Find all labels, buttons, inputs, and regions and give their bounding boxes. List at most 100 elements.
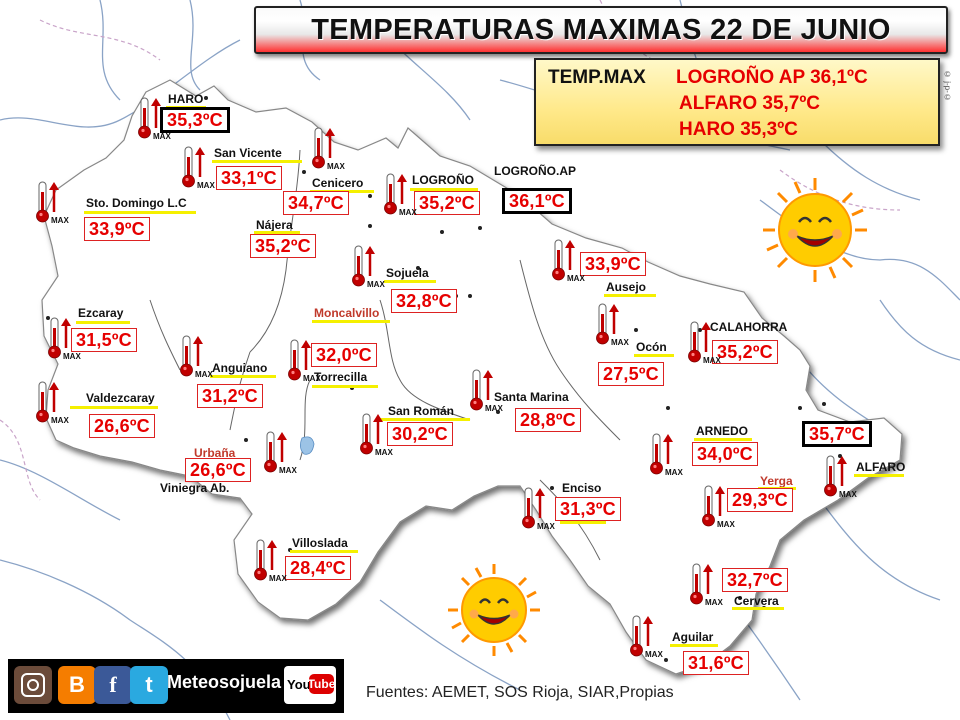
thermometer-max-label: MAX — [665, 468, 683, 477]
max-summary-prefix: TEMP.MAX — [548, 67, 646, 88]
thermometer-icon: MAX — [312, 126, 345, 171]
copyright: © j-p-© — [943, 70, 952, 102]
thermometer-icon: MAX — [596, 302, 629, 347]
station-name-alfaro: ALFARO — [856, 460, 906, 474]
thermometer-max-label: MAX — [839, 490, 857, 499]
station-underline — [378, 418, 470, 421]
station-temp-anguiano: 31,2ºC — [197, 384, 263, 408]
station-underline — [670, 644, 718, 647]
social-bar: B f t Meteosojuela You Tube — [8, 659, 344, 713]
youtube-label-tube: Tube — [308, 674, 335, 694]
thermometer-max-label: MAX — [51, 416, 69, 425]
thermometer-icon: MAX — [254, 538, 287, 583]
station-temp-valdezcaray: 26,6ºC — [89, 414, 155, 438]
station-temp-san-roman: 30,2ºC — [387, 422, 453, 446]
station-name-villoslada: Villoslada — [292, 536, 348, 550]
station-underline — [84, 211, 196, 214]
station-temp-sto-domingo: 33,9ºC — [84, 217, 150, 241]
station-temp-najera: 35,2ºC — [250, 234, 316, 258]
thermometer-icon: MAX — [824, 454, 857, 499]
station-underline — [76, 321, 130, 324]
station-temp-logrono-ap: 36,1ºC — [502, 188, 572, 214]
station-name-moncalvillo: Moncalvillo — [314, 306, 380, 320]
station-name-torrecilla: Torrecilla — [314, 370, 368, 384]
thermometer-max-label: MAX — [279, 466, 297, 475]
thermometer-max-label: MAX — [197, 181, 215, 190]
station-name-urbana: Urbaña — [194, 446, 236, 460]
thermometer-icon: MAX — [522, 486, 555, 531]
station-underline — [212, 160, 302, 163]
sun-rays — [763, 178, 867, 282]
station-name-sojuela: Sojuela — [386, 266, 429, 280]
station-underline — [854, 474, 904, 477]
station-underline — [384, 280, 436, 283]
thermometer-icon: MAX — [48, 316, 81, 361]
station-name-anguiano: Anguiano — [212, 361, 268, 375]
thermometer-max-label: MAX — [705, 598, 723, 607]
station-underline — [604, 294, 656, 297]
lake — [300, 436, 315, 455]
max-summary-line-1: LOGROÑO AP 36,1ºC — [676, 67, 868, 88]
station-name-enciso: Enciso — [562, 481, 602, 495]
station-temp-logrono: 35,2ºC — [414, 191, 480, 215]
thermometer-icon: MAX — [138, 96, 171, 141]
station-name-aguilar: Aguilar — [672, 630, 714, 644]
thermometer-icon: MAX — [36, 380, 69, 425]
station-temp-ausejo: 33,9ºC — [580, 252, 646, 276]
station-temp-alfaro: 35,7ºC — [802, 421, 872, 447]
station-temp-yerga: 29,3ºC — [727, 488, 793, 512]
thermometer-max-label: MAX — [537, 522, 555, 531]
thermometer-max-label: MAX — [611, 338, 629, 347]
thermometer-max-label: MAX — [485, 404, 503, 413]
station-name-ocon: Ocón — [636, 340, 667, 354]
thermometer-max-label: MAX — [153, 132, 171, 141]
station-name-haro: HARO — [168, 92, 204, 106]
station-name-ezcaray: Ezcaray — [78, 306, 124, 320]
thermometer-max-label: MAX — [195, 370, 213, 379]
thermometer-icon: MAX — [384, 172, 417, 217]
station-underline — [732, 607, 784, 610]
thermometer-icon: MAX — [688, 320, 721, 365]
station-temp-villoslada: 28,4ºC — [285, 556, 351, 580]
thermometer-icon: MAX — [552, 238, 585, 283]
thermometer-icon: MAX — [702, 484, 735, 529]
thermometer-icon: MAX — [360, 412, 393, 457]
thermometer-max-label: MAX — [367, 280, 385, 289]
station-name-sto-domingo: Sto. Domingo L.C — [86, 196, 187, 210]
station-temp-enciso: 31,3ºC — [555, 497, 621, 521]
thermometer-icon: MAX — [182, 145, 215, 190]
thermometer-max-label: MAX — [645, 650, 663, 659]
station-temp-ocon: 27,5ºC — [598, 362, 664, 386]
sun-icon-upper — [763, 178, 867, 282]
youtube-icon[interactable]: You Tube — [284, 666, 336, 704]
station-underline — [254, 231, 300, 234]
station-temp-calahorra: 35,2ºC — [712, 340, 778, 364]
thermometer-max-label: MAX — [375, 448, 393, 457]
station-underline — [290, 550, 358, 553]
station-name-logrono-ap: LOGROÑO.AP — [494, 164, 577, 178]
thermometer-max-label: MAX — [63, 352, 81, 361]
facebook-icon[interactable]: f — [94, 666, 132, 704]
thermometer-max-label: MAX — [269, 574, 287, 583]
thermometer-icon: MAX — [630, 614, 663, 659]
station-underline — [210, 375, 276, 378]
station-underline — [312, 385, 378, 388]
station-temp-cenicero: 34,7ºC — [283, 191, 349, 215]
station-name-yerga: Yerga — [760, 474, 793, 488]
station-temp-urbana: 26,6ºC — [185, 458, 251, 482]
thermometer-icon: MAX — [690, 562, 723, 607]
station-name-calahorra: CALAHORRA — [710, 320, 788, 334]
thermometer-max-label: MAX — [327, 162, 345, 171]
thermometer-max-label: MAX — [567, 274, 585, 283]
instagram-icon[interactable] — [14, 666, 52, 704]
max-summary-line-2: ALFARO 35,7ºC — [679, 93, 821, 114]
station-name-ausejo: Ausejo — [606, 280, 647, 294]
blogger-icon[interactable]: B — [58, 666, 96, 704]
station-temp-aguilar: 31,6ºC — [683, 651, 749, 675]
twitter-icon[interactable]: t — [130, 666, 168, 704]
thermometer-max-label: MAX — [717, 520, 735, 529]
station-temp-sojuela: 32,8ºC — [391, 289, 457, 313]
station-temp-moncalvillo: 32,0ºC — [311, 343, 377, 367]
thermometer-max-label: MAX — [703, 356, 721, 365]
